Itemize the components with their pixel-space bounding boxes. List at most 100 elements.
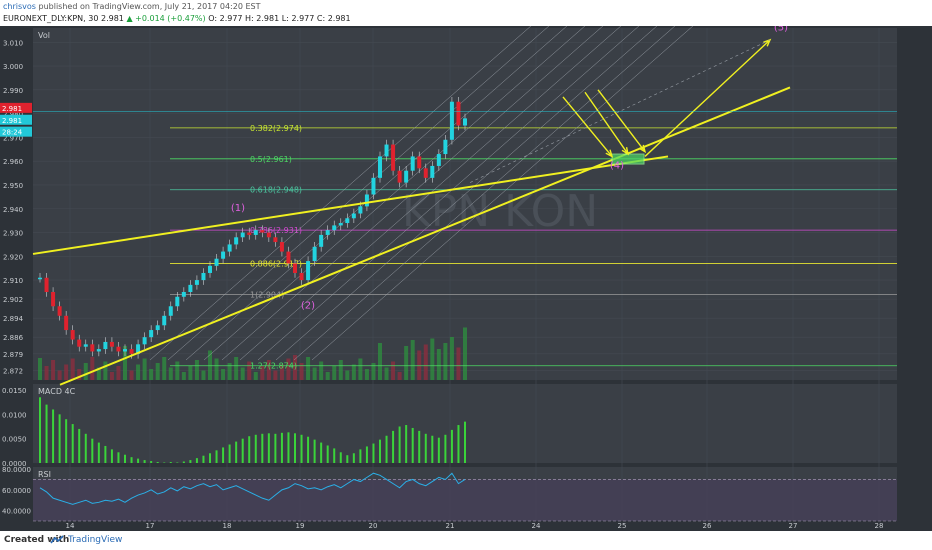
volume-bar — [123, 346, 127, 380]
volume-bar — [129, 370, 134, 380]
volume-bar — [384, 367, 389, 380]
author-link[interactable]: chrisvos — [3, 2, 36, 11]
candle-body — [90, 344, 95, 352]
volume-bar — [319, 361, 324, 380]
volume-bar — [404, 346, 409, 380]
chart-svg[interactable]: 3.010 3.000 2.990 2.980 2.970 2.960 2.950 2.940… — [0, 17, 932, 531]
candle-body — [345, 218, 350, 224]
tradingview-link[interactable]: TradingView — [68, 535, 123, 545]
candle-body — [181, 292, 186, 297]
candle-body — [194, 280, 199, 285]
candle-body — [168, 306, 173, 316]
macd-bar — [254, 434, 257, 463]
macd-bar — [97, 442, 100, 463]
macd-bar — [464, 421, 466, 463]
macd-bar — [241, 438, 244, 463]
macd-bar — [385, 435, 388, 463]
volume-label: Vol — [38, 31, 50, 40]
candle-body — [332, 225, 337, 231]
macd-bar — [326, 445, 329, 463]
arrow-line — [644, 39, 771, 157]
macd-bar — [352, 453, 355, 463]
x-tick-label: 21 — [446, 522, 455, 530]
macd-bar — [58, 414, 61, 463]
chart-area[interactable]: 3.010 3.000 2.990 2.980 2.970 2.960 2.950 2.940… — [0, 17, 932, 531]
volume-bar — [116, 366, 121, 380]
candle-body — [129, 349, 134, 354]
x-tick-label: 25 — [618, 522, 627, 530]
candle-body — [70, 330, 75, 340]
candle-body — [44, 277, 49, 292]
macd-bar — [39, 397, 41, 463]
candle-body — [397, 170, 402, 183]
y-tick-label: 2.894 — [3, 315, 24, 323]
macd-bar — [124, 454, 126, 463]
macd-bar — [365, 446, 368, 463]
volume-bar — [90, 357, 95, 380]
macd-bar — [294, 433, 296, 463]
candle-body — [378, 156, 382, 178]
fib-level-label: 0.382(2.974) — [250, 124, 302, 133]
volume-bar — [325, 372, 330, 380]
macd-bar — [287, 432, 290, 463]
volume-bar — [253, 372, 258, 380]
macd-bar — [333, 448, 336, 463]
macd-bar — [65, 419, 68, 463]
macd-bar — [444, 434, 447, 463]
volume-bar — [273, 370, 278, 380]
volume-bar — [456, 347, 461, 380]
volume-bar — [351, 364, 356, 380]
volume-bar — [70, 358, 75, 380]
macd-bar — [372, 443, 375, 463]
volume-bar — [364, 369, 369, 380]
volume-bar — [227, 363, 232, 380]
volume-bar — [430, 338, 435, 380]
wave-label: (2) — [301, 301, 315, 312]
candle-body — [430, 165, 435, 178]
fib-level-label: 1(2.904) — [250, 290, 284, 299]
volume-bar — [358, 358, 363, 380]
candle-body — [338, 223, 343, 226]
candle-body — [77, 339, 82, 347]
volume-bar — [162, 357, 167, 380]
candle-body — [293, 263, 297, 273]
price-badge — [0, 126, 32, 137]
candle-body — [96, 349, 101, 352]
macd-bar — [248, 436, 251, 463]
volume-bar — [188, 366, 193, 380]
volume-bar — [299, 363, 304, 380]
arrow-head-icon — [638, 144, 647, 154]
macd-y-tick-label: 0.0100 — [2, 411, 27, 419]
candle-body — [103, 341, 108, 350]
macd-bar — [169, 462, 172, 463]
y-tick-label: 2.902 — [3, 296, 23, 304]
y-tick-label: 2.930 — [3, 230, 23, 238]
macd-bar — [130, 457, 133, 463]
projection-line — [469, 39, 771, 183]
candle-body — [404, 170, 409, 183]
candle-body — [253, 230, 258, 235]
candle-body — [175, 296, 180, 307]
y-tick-label: 3.010 — [3, 39, 23, 47]
symbol-line: EURONEXT_DLY:KPN, 30 2.981 ▲ +0.014 (+0.… — [3, 14, 351, 23]
macd-bar — [398, 426, 401, 463]
macd-bar — [274, 433, 277, 463]
channel-line — [239, 17, 631, 361]
trend-line-lower — [59, 86, 791, 386]
candle-body — [358, 206, 363, 214]
x-tick-label: 14 — [66, 522, 75, 530]
y-tick-label: 2.920 — [3, 253, 23, 261]
candle-body — [279, 242, 284, 252]
macd-bar — [392, 430, 395, 463]
candle-body — [188, 284, 193, 292]
macd-bar — [346, 455, 349, 463]
volume-bar — [436, 349, 441, 380]
header: chrisvos published on TradingView.com, J… — [0, 0, 932, 26]
candle-body — [456, 101, 461, 126]
volume-bar — [149, 369, 154, 380]
candle-body — [436, 154, 441, 166]
candle-body — [351, 213, 356, 219]
candle-body — [364, 194, 369, 207]
arrow-head-icon — [621, 147, 630, 156]
volume-bar — [240, 367, 245, 380]
